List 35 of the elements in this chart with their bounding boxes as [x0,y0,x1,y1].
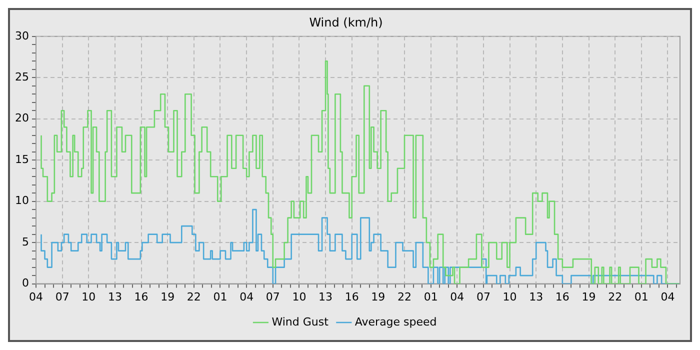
x-tick-label: 22 [398,290,412,304]
x-tick-label: 22 [186,290,201,304]
x-tick-label: 16 [344,290,359,304]
y-tick-label: 30 [14,29,29,42]
y-tick-label: 10 [14,194,29,208]
x-tick-label: 04 [28,290,43,304]
x-tick-label: 16 [555,290,570,304]
x-tick-label: 01 [634,290,648,304]
x-tick-label: 04 [240,290,254,304]
x-tick-label: 07 [266,290,280,304]
x-tick-label: 22 [608,290,622,304]
x-tick-label: 13 [529,290,544,304]
x-tick-label: 07 [476,290,490,304]
x-tick-label: 04 [450,290,464,304]
x-tick-label: 01 [213,290,228,304]
x-tick-label: 13 [318,290,333,304]
y-tick-label: 5 [22,235,29,248]
legend-label: Wind Gust [272,315,330,328]
x-tick-label: 16 [134,290,148,304]
x-tick-label: 07 [55,290,70,304]
x-tick-label: 19 [371,290,386,304]
x-tick-label: 10 [292,290,306,304]
x-tick-label: 19 [582,290,596,304]
x-tick-label: 10 [82,290,96,304]
x-tick-label: 01 [424,290,438,304]
legend-label: Average speed [354,315,437,328]
x-tick-label: 19 [160,290,175,304]
y-tick-label: 15 [14,152,29,166]
y-tick-label: 25 [14,70,29,84]
x-tick-label: 10 [502,290,517,304]
y-tick-label: 20 [14,112,29,125]
y-tick-label: 0 [22,276,29,290]
chart-title: Wind (km/h) [309,15,383,30]
x-tick-label: 13 [108,290,122,304]
x-tick-label: 04 [660,290,675,304]
